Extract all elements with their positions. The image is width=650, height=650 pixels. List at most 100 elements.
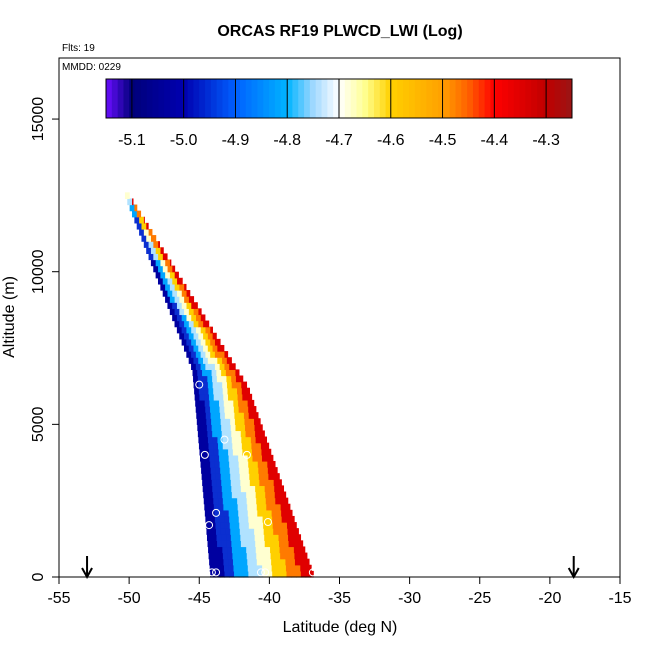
heatmap-cell xyxy=(219,460,225,468)
heatmap-cell xyxy=(186,326,192,334)
heatmap-cell xyxy=(203,344,209,352)
heatmap-cell xyxy=(201,473,207,480)
heatmap-cell xyxy=(188,344,195,352)
heatmap-cell xyxy=(191,351,197,358)
heatmap-cell xyxy=(273,473,279,480)
colorbar-tick-label: -4.8 xyxy=(273,132,301,149)
heatmap-cell xyxy=(155,247,162,254)
heatmap-cell xyxy=(150,235,157,242)
sample-marker xyxy=(195,380,204,389)
heatmap-cell xyxy=(199,393,205,401)
heatmap-cell xyxy=(228,503,234,511)
heatmap-cell xyxy=(176,302,183,309)
heatmap-cell xyxy=(181,277,183,285)
heatmap-cell xyxy=(277,528,284,535)
heatmap-cell xyxy=(241,387,248,395)
heatmap-cell xyxy=(153,265,159,273)
heatmap-cell xyxy=(217,491,223,499)
heatmap-cell xyxy=(198,344,204,352)
heatmap-cell xyxy=(209,399,215,407)
sample-marker xyxy=(263,518,272,527)
heatmap-cell xyxy=(217,546,223,554)
heatmap-cell xyxy=(230,479,237,487)
heatmap-cell xyxy=(233,564,239,572)
x-tick-label: -20 xyxy=(538,590,561,607)
heatmap-cell xyxy=(225,418,231,425)
heatmap-cell xyxy=(134,216,140,224)
heatmap-cell xyxy=(251,503,258,511)
heatmap-cell xyxy=(219,363,226,370)
heatmap-cell xyxy=(244,522,250,529)
heatmap-cell xyxy=(248,412,255,419)
heatmap-cell xyxy=(153,241,159,248)
heatmap-cell xyxy=(282,522,288,529)
heatmap-cell xyxy=(186,338,192,346)
heatmap-cell xyxy=(286,522,293,529)
heatmap-cell xyxy=(296,570,302,578)
y-tick-label: 0 xyxy=(30,572,47,581)
heatmap-cell xyxy=(211,424,218,432)
heatmap-cell xyxy=(219,399,225,407)
heatmap-cell xyxy=(205,515,211,523)
heatmap-cell xyxy=(221,540,228,548)
colorbar-swatch xyxy=(403,79,410,118)
heatmap-cell xyxy=(264,534,270,541)
heatmap-cell xyxy=(203,381,209,389)
heatmap-cell xyxy=(256,497,262,505)
heatmap-cell xyxy=(251,497,257,505)
heatmap-cell xyxy=(211,479,218,487)
colorbar-swatch xyxy=(350,79,357,118)
heatmap-cell xyxy=(224,515,230,523)
colorbar-swatch xyxy=(478,79,486,118)
heatmap-cell xyxy=(230,528,236,535)
heatmap-cell xyxy=(196,412,202,419)
heatmap-cell xyxy=(244,528,250,535)
heatmap-cell xyxy=(276,515,283,523)
heatmap-cell xyxy=(225,369,232,377)
heatmap-cell xyxy=(177,290,183,297)
heatmap-cell xyxy=(210,363,216,370)
heatmap-cell xyxy=(207,320,210,328)
x-tick-label: -55 xyxy=(47,590,70,607)
heatmap-cell xyxy=(278,485,285,493)
heatmap-cell xyxy=(132,210,138,218)
heatmap-cell xyxy=(222,344,225,352)
heatmap-cell xyxy=(310,570,314,578)
heatmap-cell xyxy=(224,412,231,419)
heatmap-cell xyxy=(280,503,286,511)
heatmap-cell xyxy=(224,467,231,474)
heatmap-cell xyxy=(136,210,142,218)
heatmap-cell xyxy=(305,564,311,572)
heatmap-cell xyxy=(239,473,246,480)
heatmap-cell xyxy=(283,534,289,541)
heatmap-cell xyxy=(162,253,168,261)
heatmap-cell xyxy=(181,326,188,334)
colorbar-tick-label: -4.9 xyxy=(222,132,250,149)
heatmap-cell xyxy=(247,503,253,511)
colorbar-swatch xyxy=(175,79,183,118)
heatmap-cell xyxy=(297,528,299,535)
heatmap-cell xyxy=(204,509,211,517)
heatmap-cell xyxy=(260,497,267,505)
heatmap-cell xyxy=(184,283,187,291)
heatmap-cell xyxy=(184,296,190,303)
x-tick-label: -25 xyxy=(468,590,491,607)
heatmap-cell xyxy=(124,192,130,200)
heatmap-cell xyxy=(155,271,161,279)
heatmap-cell xyxy=(228,393,234,401)
heatmap-cell xyxy=(228,448,234,456)
colorbar-swatch xyxy=(408,79,416,118)
heatmap-cell xyxy=(181,290,188,297)
chart-title: ORCAS RF19 PLWCD_LWI (Log) xyxy=(217,23,462,40)
heatmap-cell xyxy=(256,442,262,450)
heatmap-cell xyxy=(244,473,250,480)
heatmap-cell xyxy=(279,540,285,548)
heatmap-cell xyxy=(216,424,222,432)
heatmap-cell xyxy=(158,241,160,248)
heatmap-cell xyxy=(165,259,171,267)
colorbar-swatch xyxy=(292,79,299,118)
heatmap-cell xyxy=(236,485,242,493)
heatmap-cell xyxy=(260,491,266,499)
heatmap-cell xyxy=(255,540,261,548)
heatmap-cell xyxy=(193,320,199,328)
